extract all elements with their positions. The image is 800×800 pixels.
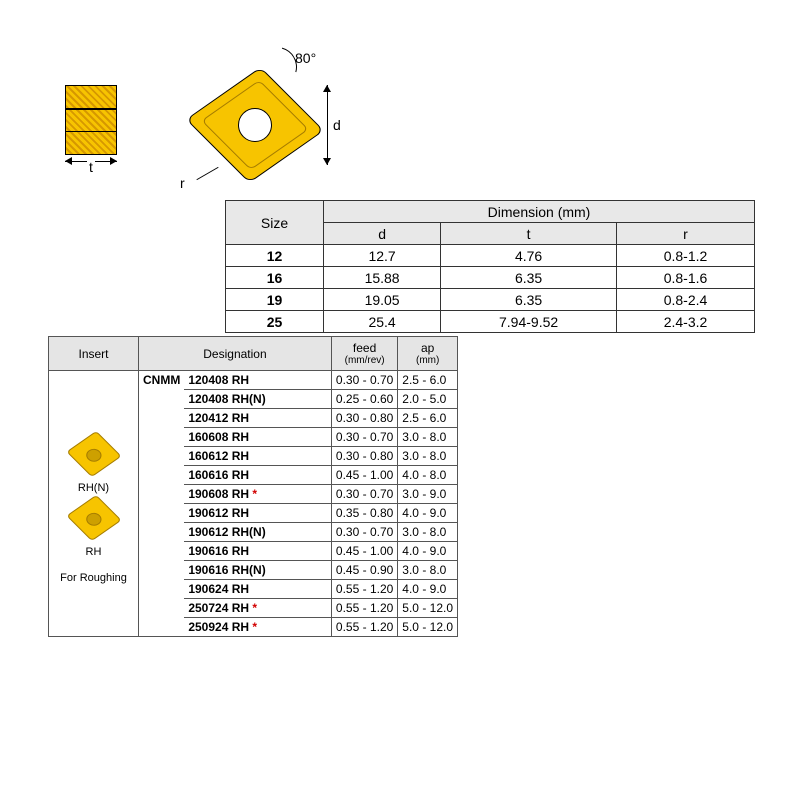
table-row: 1212.74.760.8-1.2 (226, 245, 755, 267)
feed-cell: 0.30 - 0.80 (331, 447, 397, 466)
t-cell: 7.94-9.52 (441, 311, 617, 333)
table-row: 1919.056.350.8-2.4 (226, 289, 755, 311)
feed-cell: 0.55 - 1.20 (331, 618, 397, 637)
insert-label-roughing: For Roughing (53, 572, 134, 584)
size-cell: 12 (226, 245, 324, 267)
t-cell: 6.35 (441, 289, 617, 311)
t-dimension: t (65, 159, 117, 175)
designation-cell: 120412 RH (184, 409, 331, 428)
designation-cell: 250724 RH * (184, 599, 331, 618)
feed-cell: 0.30 - 0.70 (331, 523, 397, 542)
col-r: r (617, 223, 755, 245)
t-cell: 6.35 (441, 267, 617, 289)
ap-cell: 4.0 - 9.0 (398, 542, 458, 561)
insert-header: Insert (49, 337, 139, 371)
feed-cell: 0.45 - 1.00 (331, 466, 397, 485)
ap-cell: 3.0 - 8.0 (398, 523, 458, 542)
designation-cell: 190612 RH(N) (184, 523, 331, 542)
d-cell: 15.88 (324, 267, 441, 289)
ap-cell: 5.0 - 12.0 (398, 599, 458, 618)
insert-label-rhn: RH(N) (53, 482, 134, 494)
designation-cell: 190608 RH * (184, 485, 331, 504)
feed-cell: 0.30 - 0.70 (331, 371, 397, 390)
star-icon: * (252, 487, 257, 501)
designation-cell: 160608 RH (184, 428, 331, 447)
designation-cell: 160616 RH (184, 466, 331, 485)
angle-label: 80° (295, 50, 316, 66)
table-row: 1615.886.350.8-1.6 (226, 267, 755, 289)
designation-header: Designation (139, 337, 332, 371)
ap-cell: 2.5 - 6.0 (398, 371, 458, 390)
feed-cell: 0.30 - 0.70 (331, 428, 397, 447)
d-cell: 19.05 (324, 289, 441, 311)
feed-cell: 0.35 - 0.80 (331, 504, 397, 523)
side-hatched-rect (65, 85, 117, 155)
designation-cell: 190612 RH (184, 504, 331, 523)
feed-cell: 0.55 - 1.20 (331, 599, 397, 618)
feed-cell: 0.45 - 1.00 (331, 542, 397, 561)
insert-preview-cell: RH(N) RH For Roughing (49, 371, 139, 637)
insert-designation-table: Insert Designation feed (mm/rev) ap (mm)… (48, 336, 458, 637)
ap-cell: 5.0 - 12.0 (398, 618, 458, 637)
designation-cell: 190624 RH (184, 580, 331, 599)
feed-cell: 0.25 - 0.60 (331, 390, 397, 409)
size-header: Size (226, 201, 324, 245)
designation-cell: 120408 RH(N) (184, 390, 331, 409)
ap-cell: 3.0 - 8.0 (398, 428, 458, 447)
size-dimension-table: Size Dimension (mm) d t r 1212.74.760.8-… (225, 200, 755, 333)
d-cell: 12.7 (324, 245, 441, 267)
ap-cell: 4.0 - 9.0 (398, 504, 458, 523)
ap-cell: 2.5 - 6.0 (398, 409, 458, 428)
insert-icon (66, 431, 121, 477)
size-cell: 19 (226, 289, 324, 311)
r-cell: 2.4-3.2 (617, 311, 755, 333)
feed-header: feed (mm/rev) (331, 337, 397, 371)
size-cell: 16 (226, 267, 324, 289)
ap-cell: 4.0 - 9.0 (398, 580, 458, 599)
ap-cell: 3.0 - 9.0 (398, 485, 458, 504)
ap-cell: 3.0 - 8.0 (398, 561, 458, 580)
r-label: r (180, 175, 185, 191)
ap-cell: 4.0 - 8.0 (398, 466, 458, 485)
designation-cell: 190616 RH (184, 542, 331, 561)
r-cell: 0.8-2.4 (617, 289, 755, 311)
star-icon: * (252, 620, 257, 634)
star-icon: * (252, 601, 257, 615)
t-cell: 4.76 (441, 245, 617, 267)
designation-cell: 120408 RH (184, 371, 331, 390)
insert-icon (66, 495, 121, 541)
table-row: RH(N) RH For Roughing CNMM120408 RH0.30 … (49, 371, 458, 390)
feed-cell: 0.30 - 0.80 (331, 409, 397, 428)
top-view-diagram: 80° d r (195, 65, 315, 185)
ap-cell: 3.0 - 8.0 (398, 447, 458, 466)
designation-cell: 250924 RH * (184, 618, 331, 637)
ap-cell: 2.0 - 5.0 (398, 390, 458, 409)
col-d: d (324, 223, 441, 245)
r-cell: 0.8-1.2 (617, 245, 755, 267)
feed-cell: 0.55 - 1.20 (331, 580, 397, 599)
insert-hole (238, 108, 272, 142)
dimension-header: Dimension (mm) (324, 201, 755, 223)
ap-header: ap (mm) (398, 337, 458, 371)
technical-diagrams: t 80° d r (50, 60, 750, 215)
d-label: d (333, 117, 341, 133)
designation-cell: 190616 RH(N) (184, 561, 331, 580)
feed-cell: 0.45 - 0.90 (331, 561, 397, 580)
d-dimension: d (325, 85, 343, 165)
designation-cell: 160612 RH (184, 447, 331, 466)
table-row: 2525.47.94-9.522.4-3.2 (226, 311, 755, 333)
insert-label-rh: RH (53, 546, 134, 558)
group-code: CNMM (139, 371, 185, 637)
col-t: t (441, 223, 617, 245)
r-cell: 0.8-1.6 (617, 267, 755, 289)
t-label: t (87, 159, 95, 175)
side-view-diagram: t (65, 85, 117, 155)
feed-cell: 0.30 - 0.70 (331, 485, 397, 504)
size-cell: 25 (226, 311, 324, 333)
d-cell: 25.4 (324, 311, 441, 333)
